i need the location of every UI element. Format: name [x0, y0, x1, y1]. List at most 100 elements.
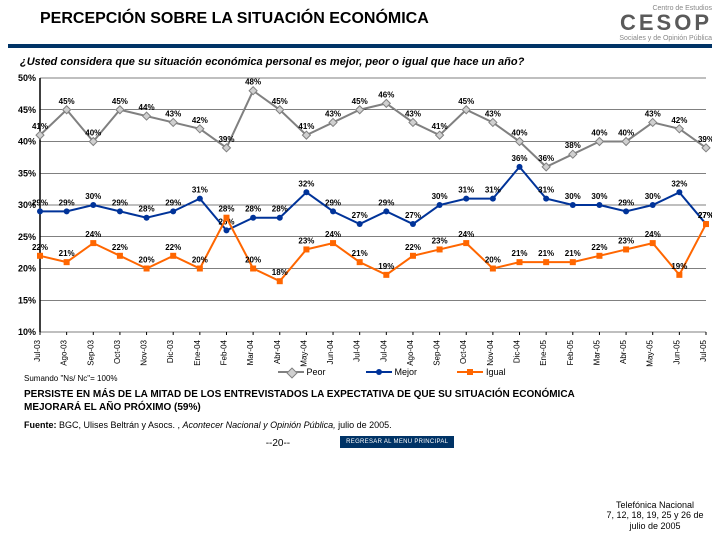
svg-text:28%: 28% — [272, 205, 288, 214]
svg-text:43%: 43% — [405, 109, 421, 118]
svg-text:May-04: May-04 — [299, 339, 308, 366]
svg-text:46%: 46% — [378, 90, 394, 99]
svg-text:Jun-04: Jun-04 — [326, 339, 335, 364]
svg-text:Sep-04: Sep-04 — [433, 339, 442, 365]
svg-text:20%: 20% — [18, 264, 36, 274]
svg-text:48%: 48% — [245, 78, 261, 87]
survey-info-box: Telefónica Nacional7, 12, 18, 19, 25 y 2… — [600, 500, 710, 532]
svg-text:23%: 23% — [298, 236, 314, 245]
svg-text:29%: 29% — [378, 198, 394, 207]
svg-text:20%: 20% — [485, 256, 501, 265]
svg-text:Ene-04: Ene-04 — [193, 339, 202, 365]
svg-text:42%: 42% — [671, 116, 687, 125]
svg-text:30%: 30% — [645, 192, 661, 201]
svg-text:Abr-04: Abr-04 — [273, 339, 282, 364]
svg-text:30%: 30% — [432, 192, 448, 201]
back-to-menu-button[interactable]: REGRESAR AL MENU PRINCIPAL — [340, 436, 454, 448]
svg-text:45%: 45% — [458, 97, 474, 106]
page-number: --20-- — [266, 438, 290, 449]
svg-text:22%: 22% — [32, 243, 48, 252]
svg-text:39%: 39% — [698, 135, 712, 144]
svg-text:28%: 28% — [245, 205, 261, 214]
svg-text:29%: 29% — [112, 198, 128, 207]
svg-text:25%: 25% — [18, 232, 36, 242]
svg-text:43%: 43% — [485, 109, 501, 118]
svg-text:22%: 22% — [591, 243, 607, 252]
svg-text:41%: 41% — [432, 122, 448, 131]
svg-text:10%: 10% — [18, 327, 36, 337]
conclusion-text: PERSISTE EN MÁS DE LA MITAD DE LOS ENTRE… — [0, 383, 720, 416]
svg-text:22%: 22% — [165, 243, 181, 252]
svg-text:24%: 24% — [325, 230, 341, 239]
svg-text:22%: 22% — [405, 243, 421, 252]
svg-text:30%: 30% — [85, 192, 101, 201]
svg-text:19%: 19% — [671, 262, 687, 271]
svg-text:40%: 40% — [18, 137, 36, 147]
svg-text:19%: 19% — [378, 262, 394, 271]
svg-text:Jul-03: Jul-03 — [33, 339, 42, 361]
svg-text:32%: 32% — [671, 179, 687, 188]
svg-text:31%: 31% — [192, 186, 208, 195]
svg-text:24%: 24% — [458, 230, 474, 239]
svg-text:24%: 24% — [85, 230, 101, 239]
page-title: PERCEPCIÓN SOBRE LA SITUACIÓN ECONÓMICA — [40, 10, 429, 28]
svg-text:40%: 40% — [85, 129, 101, 138]
source-text: Fuente: BGC, Ulises Beltrán y Asocs. , A… — [0, 416, 720, 432]
svg-text:40%: 40% — [512, 129, 528, 138]
svg-text:24%: 24% — [645, 230, 661, 239]
svg-text:27%: 27% — [698, 211, 712, 220]
footnote: Sumando "Ns/ Nc"= 100% — [0, 374, 118, 383]
svg-text:Oct-04: Oct-04 — [459, 339, 468, 364]
svg-text:Nov-03: Nov-03 — [140, 339, 149, 365]
svg-text:50%: 50% — [18, 73, 36, 83]
svg-text:20%: 20% — [192, 256, 208, 265]
svg-text:23%: 23% — [618, 236, 634, 245]
svg-text:Jun-05: Jun-05 — [672, 339, 681, 364]
svg-text:27%: 27% — [352, 211, 368, 220]
svg-text:45%: 45% — [18, 105, 36, 115]
svg-text:Dic-04: Dic-04 — [513, 339, 522, 363]
svg-text:21%: 21% — [352, 249, 368, 258]
svg-text:38%: 38% — [565, 141, 581, 150]
svg-text:45%: 45% — [112, 97, 128, 106]
svg-text:29%: 29% — [32, 198, 48, 207]
svg-text:Jul-04: Jul-04 — [353, 339, 362, 361]
svg-text:Sep-03: Sep-03 — [86, 339, 95, 365]
svg-text:29%: 29% — [325, 198, 341, 207]
subtitle: ¿Usted considera que su situación económ… — [0, 54, 720, 72]
svg-text:32%: 32% — [298, 179, 314, 188]
svg-text:Oct-03: Oct-03 — [113, 339, 122, 364]
svg-text:Ago-04: Ago-04 — [406, 339, 415, 365]
svg-text:Mar-05: Mar-05 — [592, 339, 601, 365]
svg-text:27%: 27% — [405, 211, 421, 220]
svg-text:21%: 21% — [512, 249, 528, 258]
svg-text:36%: 36% — [512, 154, 528, 163]
svg-text:43%: 43% — [325, 109, 341, 118]
svg-text:31%: 31% — [458, 186, 474, 195]
svg-text:36%: 36% — [538, 154, 554, 163]
divider — [8, 44, 712, 48]
svg-text:45%: 45% — [59, 97, 75, 106]
svg-text:Mar-04: Mar-04 — [246, 339, 255, 365]
svg-text:Feb-04: Feb-04 — [219, 339, 228, 365]
svg-text:Feb-05: Feb-05 — [566, 339, 575, 365]
svg-text:31%: 31% — [485, 186, 501, 195]
svg-text:Ago-03: Ago-03 — [60, 339, 69, 365]
svg-text:43%: 43% — [165, 109, 181, 118]
svg-text:31%: 31% — [538, 186, 554, 195]
svg-text:May-05: May-05 — [646, 339, 655, 366]
svg-text:18%: 18% — [272, 268, 288, 277]
svg-text:44%: 44% — [139, 103, 155, 112]
svg-text:29%: 29% — [165, 198, 181, 207]
svg-text:29%: 29% — [59, 198, 75, 207]
svg-text:40%: 40% — [591, 129, 607, 138]
svg-text:30%: 30% — [565, 192, 581, 201]
svg-text:15%: 15% — [18, 295, 36, 305]
svg-text:40%: 40% — [618, 129, 634, 138]
svg-text:39%: 39% — [218, 135, 234, 144]
svg-text:43%: 43% — [645, 109, 661, 118]
svg-text:35%: 35% — [18, 168, 36, 178]
svg-text:21%: 21% — [565, 249, 581, 258]
svg-text:Dic-03: Dic-03 — [166, 339, 175, 363]
svg-text:21%: 21% — [538, 249, 554, 258]
